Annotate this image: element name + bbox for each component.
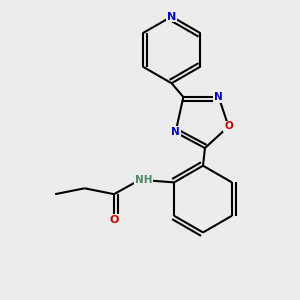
Text: O: O: [224, 122, 233, 131]
Text: O: O: [109, 215, 119, 225]
Text: N: N: [167, 11, 176, 22]
Text: N: N: [171, 127, 180, 137]
Text: NH: NH: [135, 176, 152, 185]
Text: N: N: [214, 92, 223, 102]
